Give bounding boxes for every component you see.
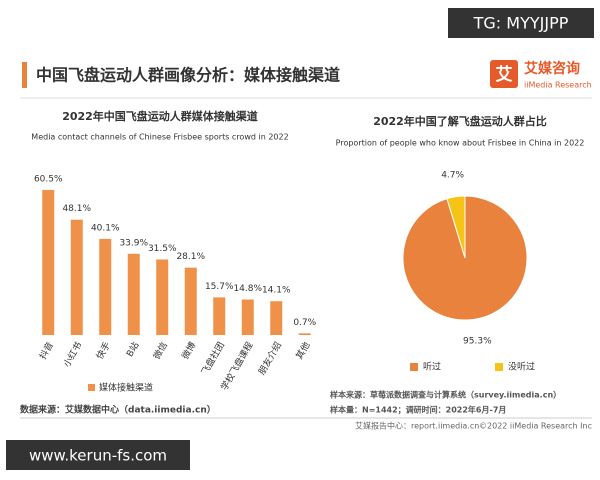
watermark-box — [6, 440, 190, 470]
value-label: 31.5% — [148, 244, 177, 254]
value-label: 14.8% — [233, 284, 262, 294]
logo-box — [490, 60, 518, 88]
value-label: 48.1% — [62, 204, 91, 214]
x-tick-label: 抖音 — [37, 340, 56, 362]
x-tick-label: 其他 — [293, 340, 312, 362]
bar — [241, 299, 254, 335]
title-accent — [22, 62, 27, 88]
legend-label: 没听过 — [508, 361, 535, 373]
logo-cn: 艾媒咨询 — [524, 60, 580, 77]
source: 数据来源：艾媒数据中心（data.iimedia.cn） — [20, 404, 216, 416]
value-label: 40.1% — [91, 223, 120, 233]
bar — [213, 297, 226, 335]
legend-swatch — [495, 363, 503, 371]
value-label: 28.1% — [176, 252, 205, 262]
value-label: 4.7% — [441, 170, 464, 180]
x-tick-label: 朋友介绍 — [256, 340, 284, 377]
legend-swatch — [88, 384, 95, 391]
x-tick-label: B站 — [124, 340, 142, 359]
bar-subtitle: Media contact channels of Chinese Frisbe… — [31, 133, 288, 142]
watermark-box — [448, 8, 594, 38]
page-title: 中国飞盘运动人群画像分析：媒体接触渠道 — [36, 66, 340, 85]
x-tick-label: 飞盘社团 — [199, 340, 227, 377]
bar — [42, 190, 55, 335]
x-tick-label: 快手 — [94, 340, 113, 362]
pie-title: 2022年中国了解飞盘运动人群占比 — [373, 114, 547, 128]
x-tick-label: 微博 — [179, 340, 198, 362]
watermark: TG: MYYJJPP — [473, 14, 569, 33]
footer-right: ©2022 iiMedia Research Inc — [479, 422, 592, 431]
note: 样本量：N=1442；调研时间：2022年6月-7月 — [330, 405, 506, 416]
pie-subtitle: Proportion of people who know about Fris… — [336, 139, 585, 148]
x-tick-label: 小红书 — [61, 340, 85, 369]
bar — [184, 267, 197, 335]
x-tick-label: 微信 — [151, 340, 170, 362]
value-label: 14.1% — [262, 286, 291, 296]
note: 样本来源：草莓派数据调查与计算系统（survey.iimedia.cn） — [330, 390, 561, 400]
legend-swatch — [410, 363, 418, 371]
value-label: 60.5% — [34, 175, 63, 185]
bar — [127, 253, 140, 335]
bar — [99, 238, 112, 335]
value-label: 33.9% — [119, 238, 148, 248]
bar — [298, 333, 311, 335]
value-label: 0.7% — [293, 318, 316, 328]
legend-label: 听过 — [423, 361, 441, 373]
value-label: 15.7% — [205, 282, 234, 292]
logo-en: iiMedia Research — [524, 81, 592, 90]
watermark: www.kerun-fs.com — [29, 447, 167, 465]
footer-left: 艾媒报告中心：report.iimedia.cn — [355, 421, 479, 431]
value-label: 95.3% — [463, 337, 492, 347]
legend-label: 媒体接触渠道 — [99, 382, 153, 394]
bar-title: 2022年中国飞盘运动人群媒体接触渠道 — [62, 109, 258, 123]
bar — [270, 301, 283, 335]
logo-mark: 艾 — [496, 64, 513, 85]
bar — [156, 259, 169, 335]
bar — [70, 219, 83, 335]
pie-slice — [446, 195, 466, 259]
